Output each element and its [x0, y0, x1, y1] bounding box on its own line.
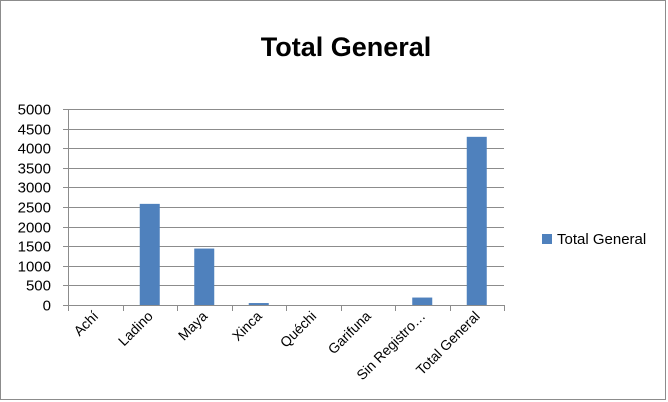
x-category-label: Quéchi — [277, 308, 320, 351]
bar — [139, 203, 160, 305]
y-tick-label: 1500 — [18, 239, 51, 256]
x-category-label: Ladino — [115, 308, 156, 349]
y-tick-label: 1000 — [18, 259, 51, 276]
x-category-label: Achí — [70, 308, 101, 339]
y-tick-label: 4000 — [18, 141, 51, 158]
x-category-label: Garifuna — [325, 308, 374, 357]
axes — [68, 109, 505, 311]
y-axis-ticks: 0 500 1000 1500 2000 2500 3000 3500 4000 4500 5000 — [18, 102, 68, 315]
bar — [466, 136, 487, 305]
y-tick-label: 2500 — [18, 200, 51, 217]
legend: Total General — [542, 231, 646, 248]
bar — [248, 303, 269, 305]
bar-series — [139, 136, 487, 305]
bar — [412, 297, 433, 305]
y-tick-label: 3500 — [18, 161, 51, 178]
y-tick-label: 4500 — [18, 122, 51, 139]
y-tick-label: 500 — [26, 278, 51, 295]
y-tick-label: 0 — [43, 298, 51, 315]
bar — [194, 248, 215, 305]
x-category-label: Maya — [175, 308, 211, 344]
legend-label: Total General — [557, 231, 646, 248]
y-tick-label: 3000 — [18, 180, 51, 197]
x-category-label: Xinca — [229, 308, 265, 344]
legend-swatch — [542, 234, 552, 244]
gridlines — [68, 109, 504, 286]
y-tick-label: 5000 — [18, 102, 51, 119]
chart-title: Total General — [261, 32, 432, 62]
y-tick-label: 2000 — [18, 220, 51, 237]
